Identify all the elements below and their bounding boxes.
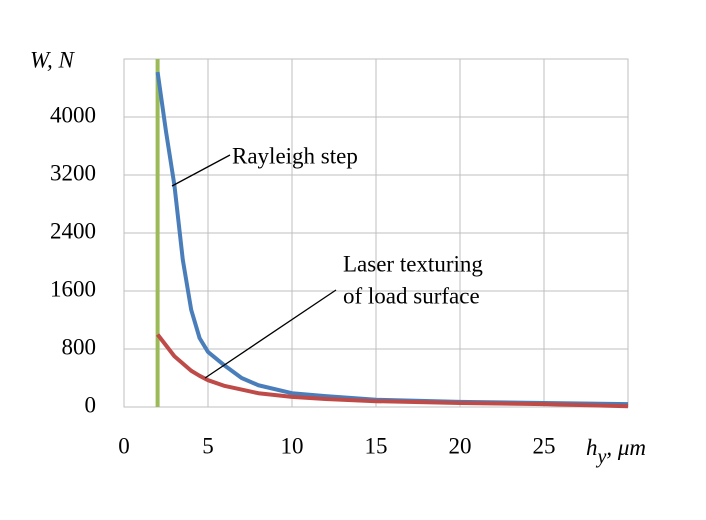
x-label-subscript: y [596,446,607,468]
x-axis-label: hy, μm [586,435,646,467]
x-tick-label: 25 [533,433,556,458]
x-tick-label: 0 [118,433,130,458]
y-axis-label: W, N [30,47,76,72]
leader-line [171,154,231,187]
y-tick-label: 800 [62,334,97,359]
x-tick-label: 20 [449,433,472,458]
y-tick-label: 0 [85,392,97,417]
x-tick-label: 5 [202,433,214,458]
x-label-symbol: h [586,435,598,460]
x-tick-label: 15 [365,433,388,458]
y-tick-label: 4000 [50,102,96,127]
x-label-unit: , μm [606,435,646,460]
annotation: Laser texturing [343,251,483,276]
y-tick-label: 2400 [50,218,96,243]
y-tick-label: 1600 [50,276,96,301]
data-line [156,333,629,409]
x-tick-label: 10 [281,433,304,458]
data-line [155,71,629,407]
annotation: of load surface [343,283,480,308]
leader-line [204,289,337,379]
y-tick-label: 3200 [50,160,96,185]
annotation: Rayleigh step [232,143,358,168]
